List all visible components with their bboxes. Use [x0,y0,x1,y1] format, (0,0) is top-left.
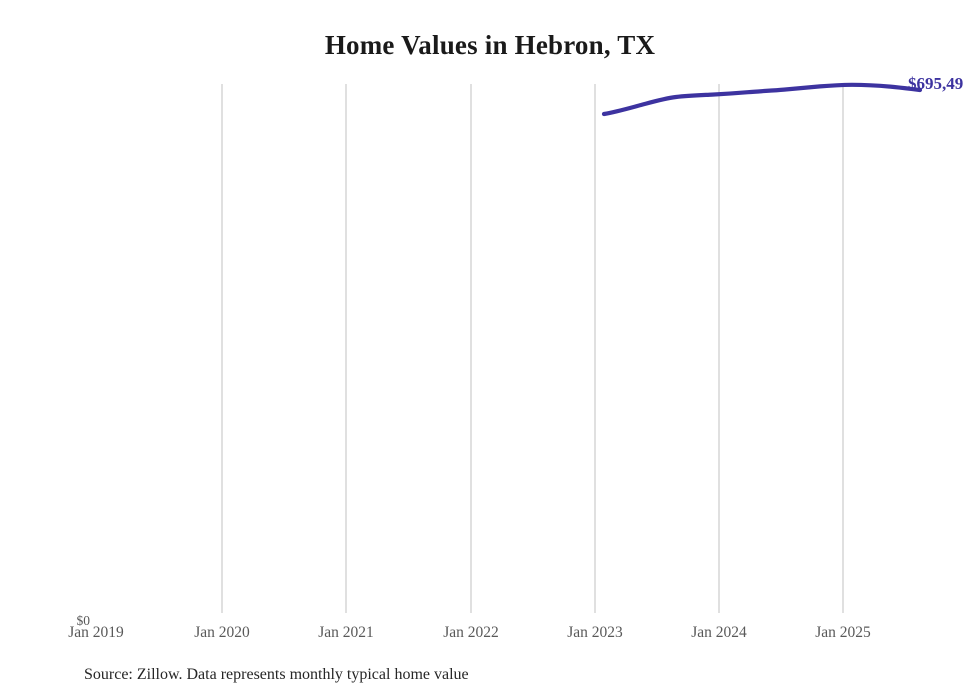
x-tick-jan-2020: Jan 2020 [194,624,250,641]
end-value-label: $695,49 [908,74,964,93]
y-tick-zero: $0 [76,613,91,628]
x-tick-jan-2025: Jan 2025 [815,624,871,641]
x-tick-jan-2023: Jan 2023 [567,624,623,641]
source-caption: Source: Zillow. Data represents monthly … [84,666,469,683]
chart-title: Home Values in Hebron, TX [324,30,656,60]
x-tick-jan-2024: Jan 2024 [691,624,747,641]
gridlines-vertical [221,84,844,613]
x-tick-jan-2022: Jan 2022 [443,624,499,641]
x-tick-jan-2019: Jan 2019 [68,624,124,641]
data-line-typical-home-value [601,82,923,117]
x-tick-jan-2021: Jan 2021 [318,624,374,641]
